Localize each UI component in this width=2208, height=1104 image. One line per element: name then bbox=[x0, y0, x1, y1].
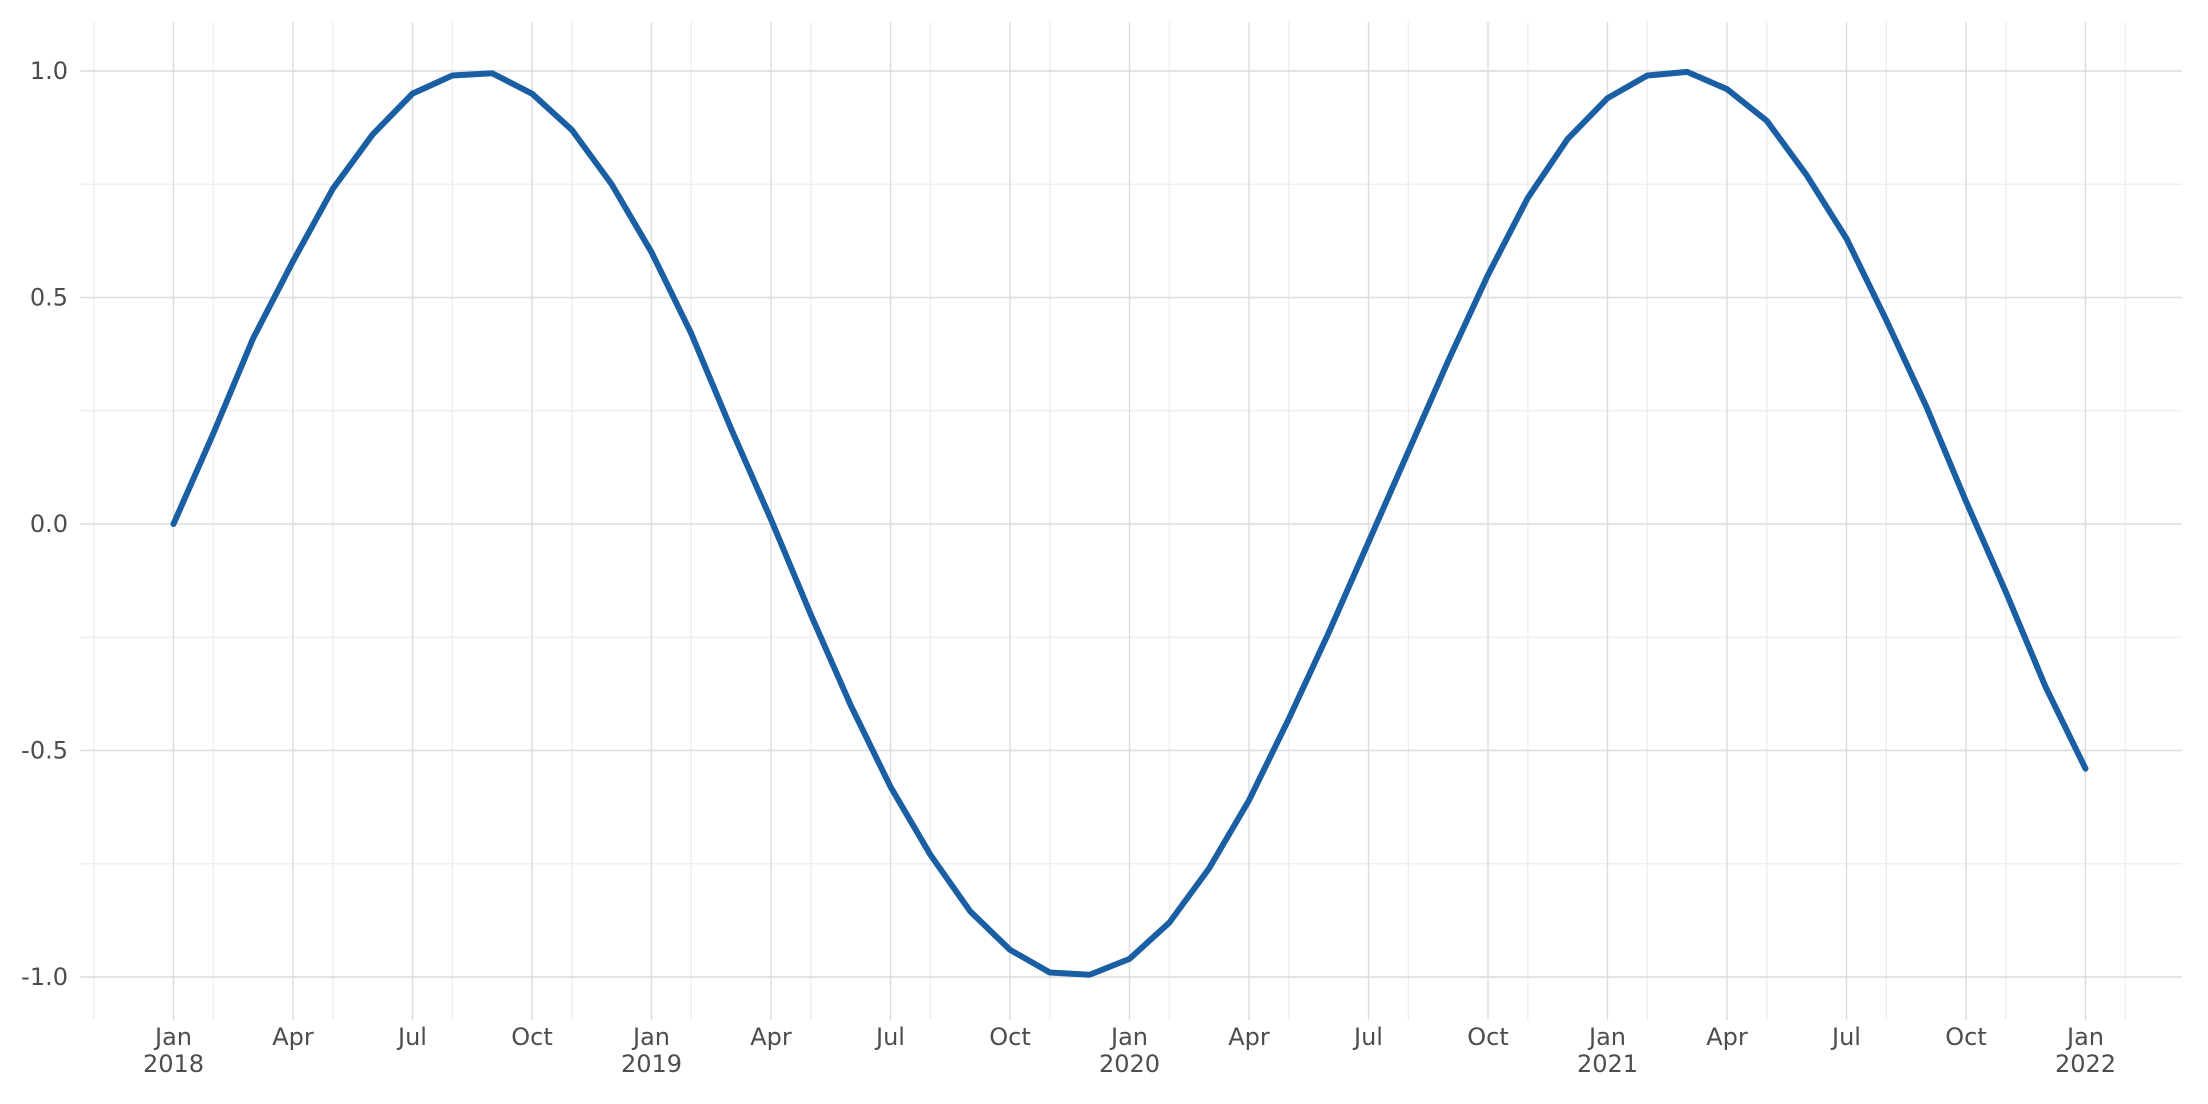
y-tick-label: 0.5 bbox=[30, 284, 68, 312]
data-point bbox=[1485, 272, 1491, 278]
data-point bbox=[250, 335, 256, 341]
data-point bbox=[370, 131, 376, 137]
y-tick-label: 0.0 bbox=[30, 510, 68, 538]
x-tick-year-label: 2022 bbox=[2055, 1050, 2116, 1078]
y-tick-label: -1.0 bbox=[21, 963, 68, 991]
x-tick-label: Oct bbox=[1467, 1023, 1509, 1051]
x-tick-year-label: 2018 bbox=[143, 1050, 204, 1078]
data-point bbox=[1684, 69, 1690, 75]
data-point bbox=[649, 249, 655, 255]
data-point bbox=[609, 181, 615, 187]
data-point bbox=[1405, 449, 1411, 455]
data-point bbox=[489, 70, 495, 76]
x-tick-year-label: 2020 bbox=[1099, 1050, 1160, 1078]
data-point bbox=[967, 908, 973, 914]
data-point bbox=[2043, 684, 2049, 690]
data-point bbox=[529, 91, 535, 97]
x-tick-label: Jul bbox=[874, 1023, 905, 1051]
x-tick-label: Jan bbox=[1109, 1023, 1148, 1051]
data-point bbox=[927, 852, 933, 858]
major-gridlines bbox=[80, 22, 2182, 1020]
data-point bbox=[1286, 716, 1292, 722]
data-point bbox=[1525, 195, 1531, 201]
x-tick-label: Jul bbox=[396, 1023, 427, 1051]
data-series bbox=[170, 68, 2089, 978]
data-point bbox=[2003, 589, 2009, 595]
x-tick-label: Jul bbox=[1352, 1023, 1383, 1051]
x-tick-label: Apr bbox=[750, 1023, 792, 1051]
data-point bbox=[688, 331, 694, 337]
data-point bbox=[330, 186, 336, 192]
y-tick-label: 1.0 bbox=[30, 57, 68, 85]
data-point bbox=[2083, 766, 2089, 772]
x-tick-label: Jan bbox=[153, 1023, 192, 1051]
data-point bbox=[410, 91, 416, 97]
data-point bbox=[1047, 969, 1053, 975]
data-point bbox=[1804, 172, 1810, 178]
data-point bbox=[848, 702, 854, 708]
data-point bbox=[1326, 630, 1332, 636]
data-point bbox=[1565, 136, 1571, 142]
data-point bbox=[1366, 539, 1372, 545]
data-point bbox=[1764, 118, 1770, 124]
data-point bbox=[1923, 403, 1929, 409]
series-line bbox=[170, 68, 2089, 978]
data-point bbox=[171, 521, 177, 527]
data-point bbox=[1246, 797, 1252, 803]
x-tick-label: Apr bbox=[272, 1023, 314, 1051]
data-point bbox=[1445, 358, 1451, 364]
data-point bbox=[1963, 498, 1969, 504]
x-tick-label: Apr bbox=[1706, 1023, 1748, 1051]
data-point bbox=[1844, 236, 1850, 242]
x-tick-label: Oct bbox=[989, 1023, 1031, 1051]
x-tick-label: Apr bbox=[1228, 1023, 1270, 1051]
data-point bbox=[728, 426, 734, 432]
data-point bbox=[888, 784, 894, 790]
data-point bbox=[1007, 947, 1013, 953]
data-point bbox=[449, 73, 455, 79]
data-point bbox=[1127, 956, 1133, 962]
data-point bbox=[210, 430, 216, 436]
y-axis: 1.0 0.5 0.0 -0.5 -1.0 bbox=[21, 57, 68, 991]
data-point bbox=[1166, 920, 1172, 926]
y-tick-label: -0.5 bbox=[21, 737, 68, 765]
data-point bbox=[1644, 73, 1650, 79]
x-tick-label: Jan bbox=[2065, 1023, 2104, 1051]
x-tick-label: Oct bbox=[1945, 1023, 1987, 1051]
x-tick-label: Jan bbox=[1587, 1023, 1626, 1051]
data-point bbox=[768, 516, 774, 522]
data-point bbox=[1883, 317, 1889, 323]
x-tick-label: Jul bbox=[1830, 1023, 1861, 1051]
data-point bbox=[569, 127, 575, 133]
minor-gridlines bbox=[80, 22, 2182, 1020]
data-point bbox=[290, 258, 296, 264]
x-tick-label: Jan bbox=[631, 1023, 670, 1051]
x-tick-year-label: 2021 bbox=[1577, 1050, 1638, 1078]
x-tick-label: Oct bbox=[511, 1023, 553, 1051]
data-point bbox=[808, 612, 814, 618]
x-tick-year-label: 2019 bbox=[621, 1050, 682, 1078]
data-point bbox=[1206, 865, 1212, 871]
data-point bbox=[1087, 972, 1093, 978]
data-point bbox=[1605, 95, 1611, 101]
data-point bbox=[1724, 86, 1730, 92]
